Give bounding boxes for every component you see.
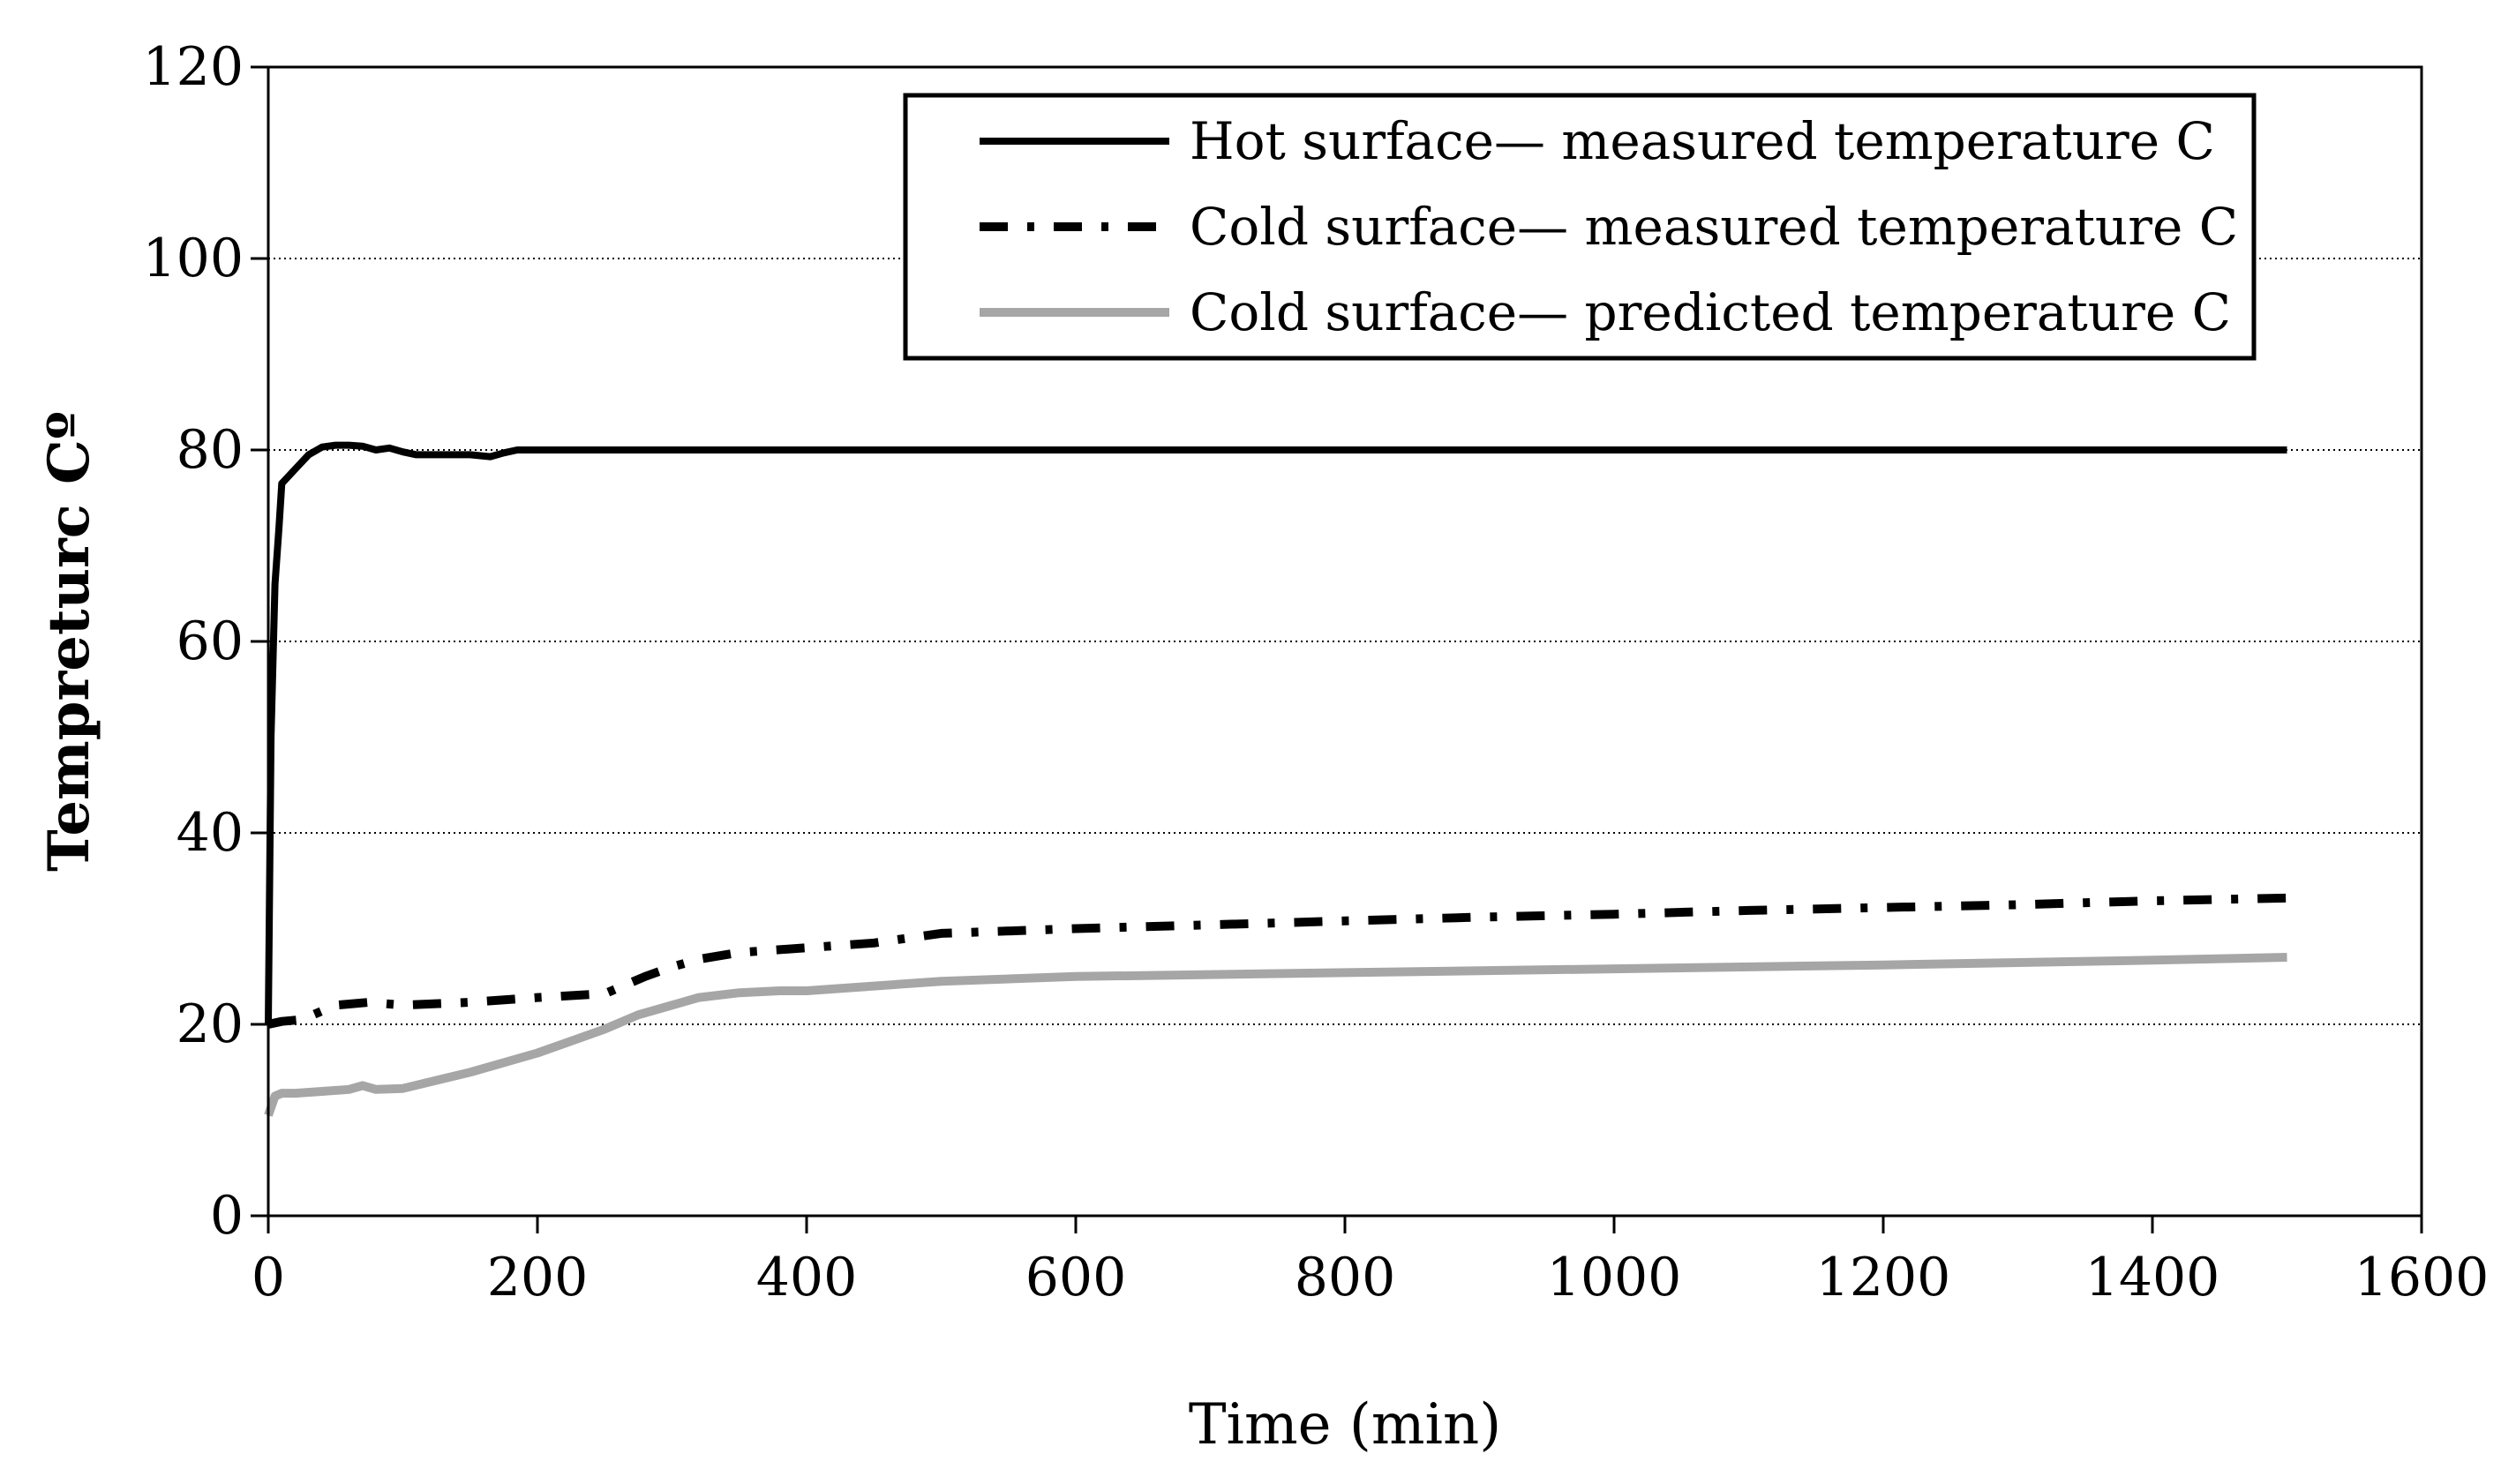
y-tick-label: 100 — [142, 228, 244, 289]
y-axis-title: Tempreturc Cº — [36, 411, 102, 872]
x-axis-title: Time (min) — [1189, 1392, 1501, 1458]
axis-ticks — [251, 65, 2423, 1233]
series-line-3 — [264, 953, 2287, 1117]
x-tick-label: 600 — [1025, 1247, 1127, 1308]
legend-label-2: Cold surface— measured temperature C — [1190, 197, 2238, 257]
x-tick-label: 1400 — [2085, 1247, 2220, 1308]
legend-label-3: Cold surface— predicted temperature C — [1190, 282, 2231, 342]
x-tick-label: 200 — [487, 1247, 589, 1308]
x-tick-label: 1000 — [1547, 1247, 1682, 1308]
legend-label-1: Hot surface— measured temperature C — [1190, 111, 2215, 171]
y-tick-label: 120 — [142, 36, 244, 98]
series-line-1 — [265, 441, 2287, 1025]
legend-items: Hot surface— measured temperature C Cold … — [980, 111, 2238, 342]
y-tick-label: 40 — [176, 802, 244, 864]
x-tick-label: 800 — [1295, 1247, 1396, 1308]
y-tick-label: 20 — [176, 993, 244, 1055]
x-tick-label: 0 — [252, 1247, 285, 1308]
x-tick-label: 400 — [756, 1247, 858, 1308]
y-tick-label: 0 — [210, 1185, 244, 1247]
y-tick-label: 60 — [176, 611, 244, 672]
x-tick-label: 1200 — [1816, 1247, 1951, 1308]
series-lines — [264, 441, 2287, 1117]
legend: Hot surface— measured temperature C Cold … — [903, 93, 2257, 361]
gridlines — [268, 258, 2422, 1025]
y-tick-label: 80 — [176, 419, 244, 481]
x-tick-label: 1600 — [2355, 1247, 2490, 1308]
